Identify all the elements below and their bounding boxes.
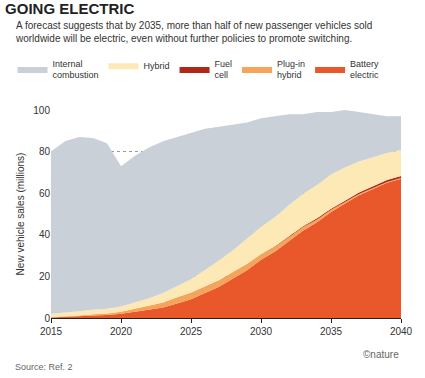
svg-text:Batteryelectric: Batteryelectric bbox=[350, 59, 379, 81]
svg-text:0: 0 bbox=[44, 313, 50, 324]
svg-text:2015: 2015 bbox=[40, 326, 63, 337]
svg-text:2035: 2035 bbox=[320, 326, 343, 337]
svg-text:2040: 2040 bbox=[390, 326, 413, 337]
svg-text:80: 80 bbox=[39, 146, 51, 157]
svg-text:2025: 2025 bbox=[180, 326, 203, 337]
svg-text:Hybrid: Hybrid bbox=[144, 61, 170, 71]
svg-text:60: 60 bbox=[39, 188, 51, 199]
svg-text:Fuelcell: Fuelcell bbox=[215, 59, 233, 81]
svg-text:Internalcombustion: Internalcombustion bbox=[53, 59, 99, 81]
svg-text:New vehicle sales (millions): New vehicle sales (millions) bbox=[15, 153, 26, 276]
svg-text:Source: Ref. 2: Source: Ref. 2 bbox=[15, 362, 73, 372]
svg-text:2020: 2020 bbox=[110, 326, 133, 337]
svg-text:40: 40 bbox=[39, 229, 51, 240]
svg-text:100: 100 bbox=[33, 105, 50, 116]
svg-text:A forecast suggests that by 20: A forecast suggests that by 2035, more t… bbox=[15, 20, 372, 44]
svg-text:2030: 2030 bbox=[250, 326, 273, 337]
svg-text:GOING ELECTRIC: GOING ELECTRIC bbox=[5, 0, 134, 17]
svg-text:©nature: ©nature bbox=[363, 349, 399, 360]
svg-text:20: 20 bbox=[39, 271, 51, 282]
svg-text:Plug-inhybrid: Plug-inhybrid bbox=[277, 59, 305, 81]
